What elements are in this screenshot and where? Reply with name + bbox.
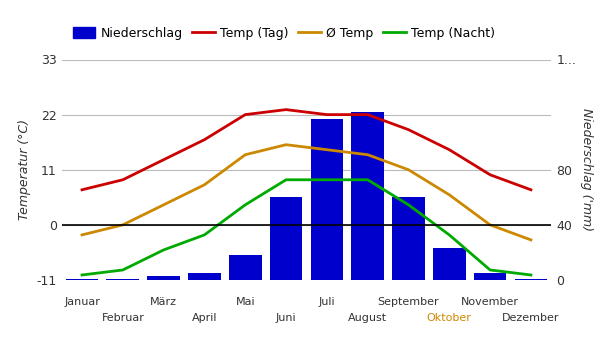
Bar [107, 279, 139, 280]
Y-axis label: Temperatur (°C): Temperatur (°C) [18, 119, 31, 220]
Bar [270, 197, 302, 280]
Text: Januar: Januar [64, 297, 100, 307]
Text: Juli: Juli [318, 297, 335, 307]
Y-axis label: Niederschlag ('mm): Niederschlag ('mm) [580, 108, 593, 231]
Legend: Niederschlag, Temp (Tag), Ø Temp, Temp (Nacht): Niederschlag, Temp (Tag), Ø Temp, Temp (… [68, 22, 500, 45]
Text: November: November [461, 297, 519, 307]
Text: April: April [192, 313, 217, 323]
Text: Oktober: Oktober [427, 313, 472, 323]
Text: Februar: Februar [102, 313, 144, 323]
Bar [310, 119, 343, 280]
Bar [229, 255, 262, 280]
Text: Dezember: Dezember [502, 313, 560, 323]
Bar [147, 276, 180, 280]
Text: Juni: Juni [276, 313, 296, 323]
Bar [433, 248, 466, 280]
Text: August: August [348, 313, 387, 323]
Bar [392, 197, 425, 280]
Text: Mai: Mai [235, 297, 255, 307]
Text: September: September [378, 297, 439, 307]
Bar [514, 279, 547, 280]
Bar [66, 279, 99, 280]
Bar [474, 273, 506, 280]
Bar [188, 273, 221, 280]
Text: März: März [150, 297, 177, 307]
Bar [351, 112, 384, 280]
